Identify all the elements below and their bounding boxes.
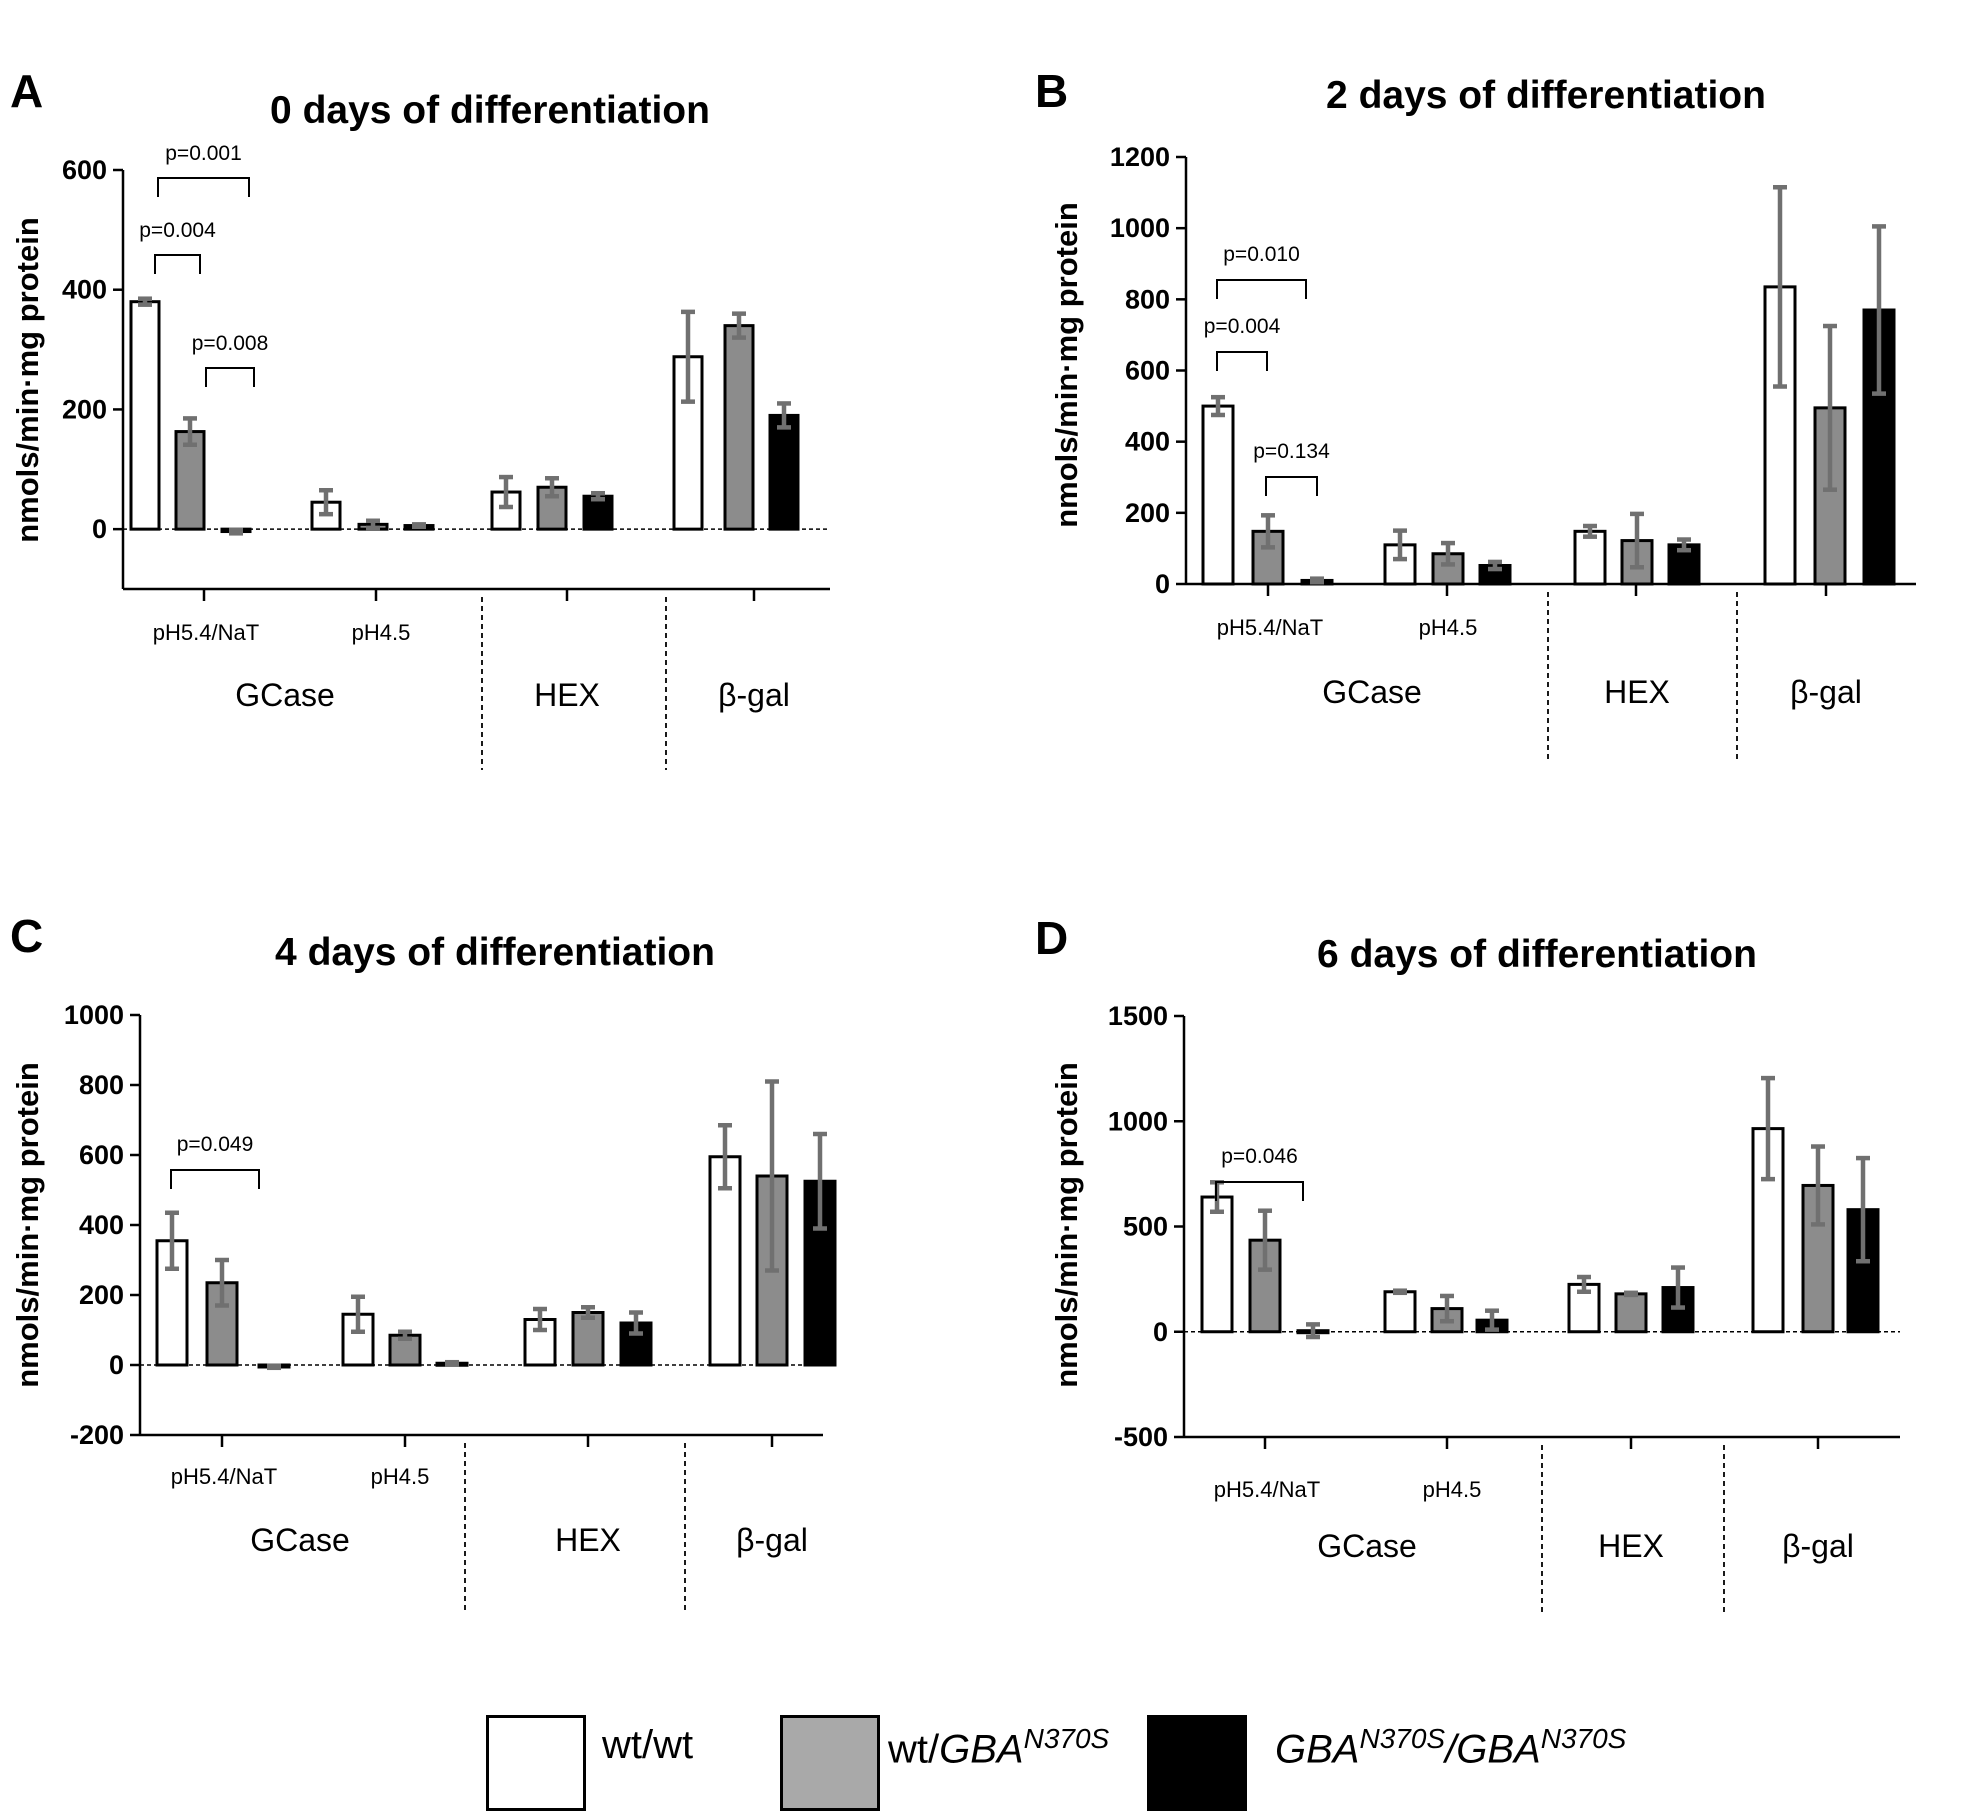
significance-bracket (205, 367, 255, 387)
y-tick-label: 1000 (1108, 1106, 1168, 1136)
y-axis-title: nmols/min·mg protein (1049, 1062, 1084, 1388)
y-tick-label: 1500 (1108, 1001, 1168, 1031)
bar (571, 1311, 605, 1367)
y-tick-label: -500 (1114, 1422, 1168, 1452)
y-tick-label: 0 (92, 514, 107, 544)
y-axis-title: nmols/min·mg protein (10, 217, 45, 543)
significance-bracket (1216, 279, 1307, 299)
group-label: GCase (235, 677, 335, 713)
significance-bracket (170, 1169, 260, 1189)
bar (1573, 529, 1607, 586)
subcategory-label: pH4.5 (1423, 1477, 1482, 1502)
y-axis-title: nmols/min·mg protein (1049, 202, 1084, 528)
legend-swatch-homozygous (1147, 1715, 1247, 1811)
panel-d: D 6 days of differentiation nmols/min·mg p… (1035, 912, 1900, 1616)
bar (768, 413, 800, 531)
significance-bracket (157, 177, 250, 197)
bar (1201, 404, 1235, 586)
bar (536, 485, 568, 531)
panel-letter: C (10, 910, 43, 962)
group-label: β-gal (1790, 674, 1862, 710)
y-axis-title: nmols/min·mg protein (10, 1062, 45, 1388)
subcategory-label: pH5.4/NaT (171, 1464, 277, 1489)
chart-title: 2 days of differentiation (1326, 74, 1766, 117)
panel-b: B 2 days of differentiation nmols/min·mg p… (1035, 65, 1916, 762)
group-label: HEX (534, 677, 600, 713)
y-tick-label: 400 (62, 275, 107, 305)
panel-letter: D (1035, 912, 1068, 964)
y-tick-label: 600 (62, 155, 107, 185)
y-tick-label: 200 (79, 1280, 124, 1310)
p-value-label: p=0.010 (1223, 243, 1300, 266)
group-label: GCase (1322, 674, 1422, 710)
group-label: HEX (1604, 674, 1670, 710)
y-tick-label: 0 (1153, 1317, 1168, 1347)
y-tick-label: 0 (1155, 569, 1170, 599)
bar (1383, 1290, 1417, 1334)
subcategory-label: pH5.4/NaT (1214, 1477, 1320, 1502)
p-value-label: p=0.001 (165, 142, 242, 165)
bar (708, 1155, 742, 1367)
significance-bracket (1265, 476, 1318, 496)
p-value-label: p=0.004 (139, 219, 216, 242)
p-value-label: p=0.046 (1221, 1145, 1298, 1168)
bar (1763, 285, 1797, 586)
subcategory-label: pH5.4/NaT (153, 620, 259, 645)
y-tick-label: 400 (1125, 427, 1170, 457)
panel-letter: A (10, 65, 43, 117)
group-label: β-gal (1782, 1528, 1854, 1564)
group-label: β-gal (736, 1522, 808, 1558)
group-label: β-gal (718, 677, 790, 713)
subcategory-label: pH5.4/NaT (1217, 615, 1323, 640)
legend-label-wt-wt: wt/wt (602, 1723, 694, 1767)
p-value-label: p=0.004 (1204, 315, 1281, 338)
subcategory-label: pH4.5 (352, 620, 411, 645)
panel-c: C 4 days of differentiation nmols/min·mg p… (10, 910, 837, 1612)
group-label: GCase (250, 1522, 350, 1558)
significance-bracket (1215, 1181, 1304, 1201)
panel-a: A 0 days of differentiation nmols/min·mg p… (10, 65, 830, 770)
y-tick-label: 1000 (64, 1000, 124, 1030)
bar (1200, 1195, 1234, 1334)
legend-swatch-wt-wt (486, 1715, 586, 1811)
p-value-label: p=0.134 (1253, 440, 1330, 463)
legend-label-heterozygous: wt/GBAN370S (888, 1723, 1110, 1772)
y-tick-label: 800 (1125, 284, 1170, 314)
group-label: HEX (555, 1522, 621, 1558)
p-value-label: p=0.008 (192, 332, 269, 355)
significance-bracket (154, 254, 201, 274)
y-tick-label: 200 (1125, 498, 1170, 528)
legend-label-homozygous: GBAN370S/GBAN370S (1275, 1723, 1627, 1772)
significance-bracket (1216, 351, 1268, 371)
panel-letter: B (1035, 65, 1068, 117)
y-tick-label: 600 (1125, 356, 1170, 386)
y-tick-label: 0 (109, 1350, 124, 1380)
subcategory-label: pH4.5 (371, 1464, 430, 1489)
legend-swatch-heterozygous (780, 1715, 880, 1811)
y-tick-label: 1200 (1110, 142, 1170, 172)
bar (723, 324, 755, 531)
y-tick-label: 1000 (1110, 213, 1170, 243)
y-tick-label: 200 (62, 394, 107, 424)
bar (1614, 1292, 1648, 1334)
chart-title: 4 days of differentiation (275, 931, 715, 974)
chart-title: 0 days of differentiation (270, 89, 710, 132)
y-tick-label: -200 (70, 1420, 124, 1450)
legend: wt/wt wt/GBAN370S GBAN370S/GBAN370S (486, 1715, 1786, 1815)
group-label: HEX (1598, 1528, 1664, 1564)
p-value-label: p=0.049 (177, 1133, 254, 1156)
group-label: GCase (1317, 1528, 1417, 1564)
y-tick-label: 600 (79, 1140, 124, 1170)
y-tick-label: 500 (1123, 1212, 1168, 1242)
chart-title: 6 days of differentiation (1317, 933, 1757, 976)
bar (129, 300, 161, 531)
y-tick-label: 800 (79, 1070, 124, 1100)
y-tick-label: 400 (79, 1210, 124, 1240)
subcategory-label: pH4.5 (1419, 615, 1478, 640)
